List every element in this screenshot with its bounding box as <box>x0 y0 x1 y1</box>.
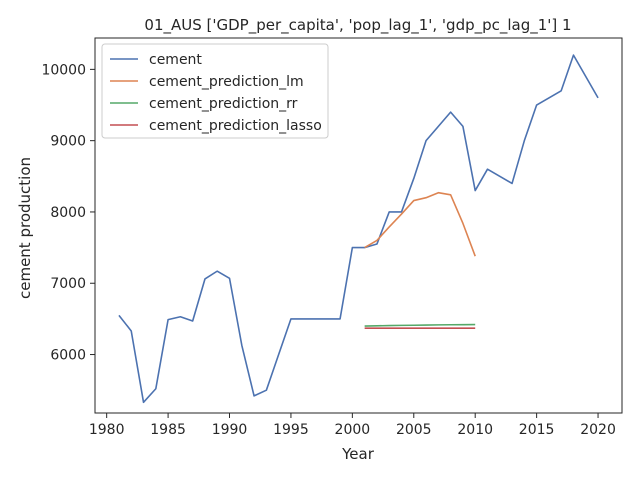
legend-label: cement_prediction_rr <box>149 96 298 112</box>
y-tick-label: 9000 <box>50 134 86 150</box>
x-tick-label: 2005 <box>396 422 432 438</box>
series-line-cement <box>118 54 599 404</box>
plot-area: 1980 1985 1990 1995 2000 2005 2010 2015 2020 6000… <box>41 37 623 438</box>
x-tick-label: 2000 <box>335 422 371 438</box>
legend: cement cement_prediction_lm cement_predict… <box>101 43 329 139</box>
x-tick-label: 1995 <box>273 422 309 438</box>
x-tick-label: 1980 <box>89 422 125 438</box>
plot-frame <box>94 37 623 414</box>
x-tick-label: 1990 <box>212 422 248 438</box>
x-tick-label: 2020 <box>580 422 616 438</box>
legend-label: cement <box>149 52 202 68</box>
legend-label: cement_prediction_lasso <box>149 118 322 134</box>
x-tick-label: 2010 <box>457 422 493 438</box>
x-tick-label: 2015 <box>519 422 555 438</box>
legend-label: cement_prediction_lm <box>149 74 304 90</box>
y-tick-label: 8000 <box>50 205 86 221</box>
y-tick-label: 7000 <box>50 276 86 292</box>
series-line-cement_prediction_rr <box>364 323 476 327</box>
x-axis-label: Year <box>341 445 375 463</box>
y-tick-label: 6000 <box>50 348 86 364</box>
chart-title: 01_AUS ['GDP_per_capita', 'pop_lag_1', '… <box>144 16 571 35</box>
y-axis-label: cement production <box>16 157 34 299</box>
x-tick-label: 1985 <box>150 422 186 438</box>
y-tick-label: 10000 <box>41 62 86 78</box>
series-line-cement_prediction_lm <box>364 191 476 257</box>
legend-box <box>101 43 329 139</box>
